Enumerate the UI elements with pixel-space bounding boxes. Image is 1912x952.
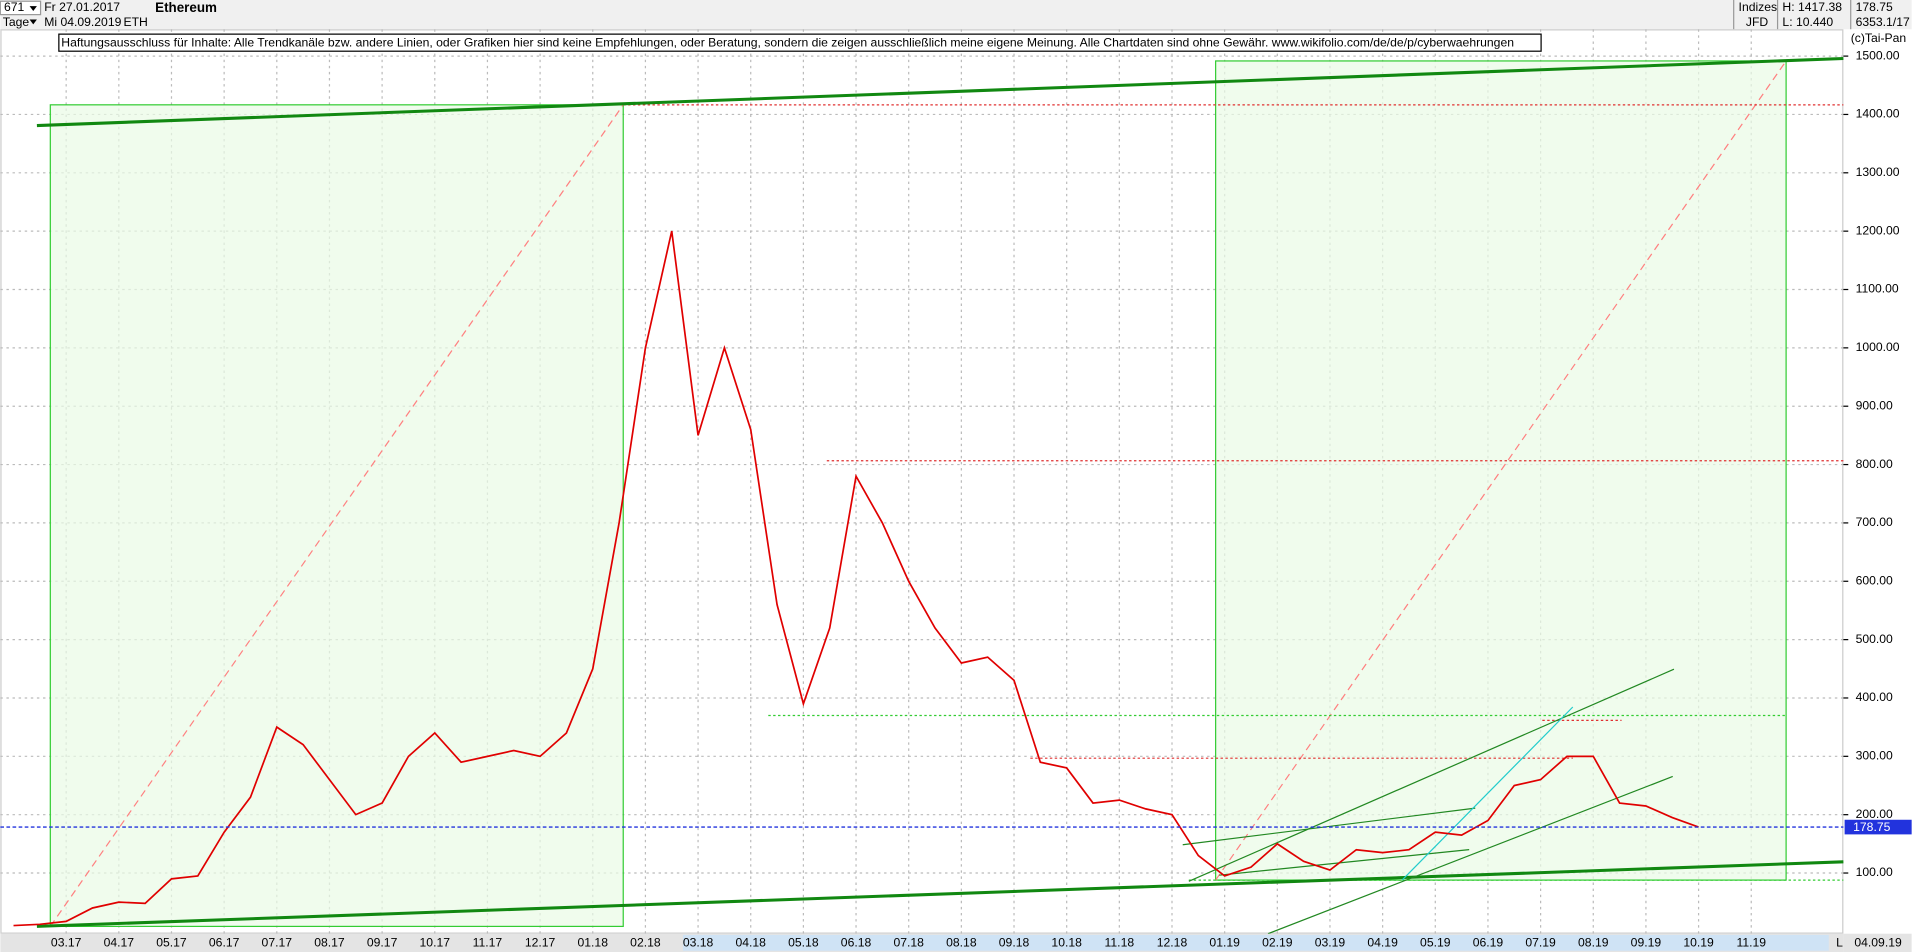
x-tick-label: 08.18 xyxy=(946,936,977,950)
x-tick-label: 03.18 xyxy=(683,936,714,950)
count-box[interactable] xyxy=(0,0,42,16)
last-price-label: 178.75 xyxy=(1853,820,1890,834)
y-tick-label: 400.00 xyxy=(1856,690,1893,704)
x-tick-label: 04.18 xyxy=(735,936,766,950)
y-tick-label: 1400.00 xyxy=(1856,107,1900,121)
x-tick-label: 05.17 xyxy=(156,936,187,950)
x-tick-label: 04.17 xyxy=(104,936,135,950)
x-tick-label: 02.19 xyxy=(1262,936,1293,950)
last-price: 178.75 xyxy=(1856,0,1893,14)
dropdown-arrow xyxy=(29,6,37,11)
x-tick-label: 10.17 xyxy=(420,936,451,950)
symbol: ETH xyxy=(123,15,147,29)
channel-line xyxy=(1267,775,1673,935)
date-from: Fr 27.01.2017 xyxy=(44,0,120,14)
x-tick-label: 04.19 xyxy=(1367,936,1398,950)
x-tick-label: 09.18 xyxy=(999,936,1030,950)
y-tick-label: 500.00 xyxy=(1856,632,1893,646)
group: Indizes xyxy=(1739,0,1778,14)
y-tick-label: 600.00 xyxy=(1856,573,1893,587)
chart-title: Ethereum xyxy=(155,0,217,15)
y-tick-label: 700.00 xyxy=(1856,515,1893,529)
trend-line xyxy=(36,56,1844,128)
x-axis-highlight xyxy=(682,934,1829,951)
end-date: 04.09.19 xyxy=(1854,936,1902,950)
x-tick-label: 11.18 xyxy=(1105,936,1135,950)
diagonal xyxy=(1215,60,1787,881)
x-tick-label: 07.18 xyxy=(893,936,924,950)
x-tick-label: 07.19 xyxy=(1525,936,1556,950)
y-tick-label: 1000.00 xyxy=(1856,340,1900,354)
y-tick-label: 300.00 xyxy=(1856,749,1893,763)
period[interactable]: Tage xyxy=(3,15,30,29)
x-tick-label: 08.17 xyxy=(314,936,345,950)
x-tick-label: 05.18 xyxy=(788,936,819,950)
x-tick-label: 09.19 xyxy=(1631,936,1662,950)
x-tick-label: 11.17 xyxy=(473,936,503,950)
y-tick-label: 800.00 xyxy=(1856,457,1893,471)
y-tick-label: 200.00 xyxy=(1856,807,1893,821)
scale-mode[interactable]: L xyxy=(1836,936,1843,950)
marks: 178.75 xyxy=(0,230,1912,927)
channel-line xyxy=(1401,706,1574,881)
x-tick-label: 06.18 xyxy=(841,936,872,950)
x-tick-label: 06.17 xyxy=(209,936,240,950)
disclaimer: Haftungsausschluss für Inhalte: Alle Tre… xyxy=(61,35,1514,49)
x-tick-label: 12.18 xyxy=(1157,936,1188,950)
x-tick-label: 01.19 xyxy=(1209,936,1240,950)
date-to: Mi 04.09.2019 xyxy=(44,15,121,29)
y-tick-label: 1300.00 xyxy=(1856,165,1900,179)
x-tick-label: 07.17 xyxy=(262,936,293,950)
last-price-box xyxy=(1844,819,1912,835)
x-tick-label: 01.18 xyxy=(578,936,609,950)
trend-line xyxy=(36,860,1844,928)
x-tick-label: 03.19 xyxy=(1315,936,1346,950)
x-tick-label: 11.19 xyxy=(1736,936,1766,950)
copyright: (c)Tai-Pan xyxy=(1851,31,1906,45)
high: H: 1417.38 xyxy=(1782,0,1842,14)
y-tick-label: 900.00 xyxy=(1856,398,1893,412)
x-tick-label: 06.19 xyxy=(1473,936,1504,950)
y-tick-label: 1500.00 xyxy=(1856,48,1900,62)
diagonal xyxy=(49,104,624,927)
dropdown-arrow xyxy=(29,19,37,25)
code: 6353.1/17 xyxy=(1856,15,1910,29)
x-tick-label: 02.18 xyxy=(630,936,661,950)
x-tick-label: 08.19 xyxy=(1578,936,1609,950)
price-line xyxy=(13,230,1699,927)
y-tick-label: 1100.00 xyxy=(1856,282,1899,296)
low: L: 10.440 xyxy=(1782,15,1833,29)
header-bar xyxy=(0,0,1912,30)
disclaimer-box xyxy=(58,33,1542,52)
y-tick-label: 100.00 xyxy=(1856,865,1893,879)
x-tick-label: 10.19 xyxy=(1683,936,1714,950)
x-tick-label: 09.17 xyxy=(367,936,398,950)
y-tick-label: 1200.00 xyxy=(1856,223,1900,237)
x-tick-label: 12.17 xyxy=(525,936,556,950)
count: 671 xyxy=(4,0,25,14)
x-tick-label: 05.19 xyxy=(1420,936,1451,950)
x-tick-label: 03.17 xyxy=(51,936,82,950)
x-tick-label: 10.18 xyxy=(1051,936,1082,950)
channel-line xyxy=(1188,668,1675,882)
broker: JFD xyxy=(1746,15,1769,29)
x-axis-bar xyxy=(1843,933,1912,952)
